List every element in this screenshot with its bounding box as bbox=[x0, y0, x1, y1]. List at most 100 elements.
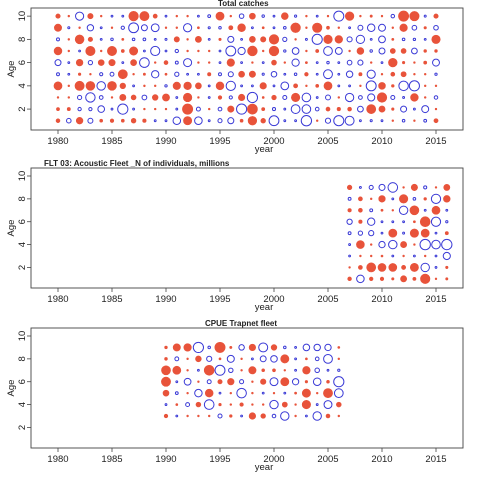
bubble-negative bbox=[423, 197, 427, 201]
bubble-negative bbox=[261, 368, 265, 373]
bubble-positive bbox=[344, 115, 355, 126]
bubble-negative bbox=[110, 96, 114, 99]
bubble-positive bbox=[390, 94, 396, 100]
plot-frame bbox=[30, 7, 464, 131]
bubble-positive bbox=[226, 354, 235, 363]
x-tick-label: 2000 bbox=[263, 136, 284, 147]
bubble-negative bbox=[67, 84, 71, 88]
bubble-negative bbox=[251, 391, 254, 395]
bubble-positive bbox=[207, 14, 212, 19]
x-axis-label: year bbox=[255, 462, 273, 473]
bubble-positive bbox=[423, 208, 427, 212]
bubble-positive bbox=[261, 391, 265, 395]
bubble-negative bbox=[78, 72, 82, 76]
bubble-negative bbox=[291, 92, 301, 103]
bubble-positive bbox=[185, 402, 191, 408]
bubble-negative bbox=[304, 72, 309, 77]
bubble-negative bbox=[326, 25, 330, 30]
bubble-negative bbox=[389, 48, 396, 54]
bubble-positive bbox=[355, 34, 366, 45]
bubble-negative bbox=[251, 61, 254, 64]
bubble-negative bbox=[420, 273, 431, 284]
bubble-negative bbox=[239, 118, 244, 123]
bubble-negative bbox=[423, 49, 427, 53]
bubble-positive bbox=[387, 182, 399, 193]
bubble-positive bbox=[283, 345, 287, 350]
bubble-positive bbox=[412, 197, 417, 201]
bubble-negative bbox=[218, 37, 222, 41]
bubble-positive bbox=[172, 116, 182, 125]
bubble-positive bbox=[99, 72, 104, 77]
bubble-negative bbox=[229, 391, 233, 395]
bubble-positive bbox=[380, 61, 384, 65]
bubble-negative bbox=[119, 94, 127, 101]
bubble-negative bbox=[443, 195, 451, 203]
bubble-negative bbox=[139, 11, 150, 22]
bubble-positive bbox=[324, 117, 332, 124]
bubble-negative bbox=[434, 186, 438, 189]
bubble-negative bbox=[294, 391, 297, 395]
bubble-negative bbox=[152, 13, 158, 19]
bubble-positive bbox=[206, 379, 212, 385]
bubble-negative bbox=[215, 11, 225, 21]
bubble-negative bbox=[305, 26, 308, 29]
bubble-negative bbox=[208, 107, 211, 111]
bubble-positive bbox=[121, 14, 125, 18]
bubble-negative bbox=[366, 262, 377, 273]
x-tick-label: 2015 bbox=[425, 294, 446, 305]
bubble-negative bbox=[208, 414, 211, 418]
bubble-negative bbox=[214, 341, 226, 353]
bubble-negative bbox=[391, 107, 395, 111]
bubble-positive bbox=[164, 119, 168, 123]
bubble-negative bbox=[142, 72, 146, 76]
bubble-positive bbox=[109, 71, 115, 77]
bubble-negative bbox=[312, 22, 323, 33]
bubble-positive bbox=[431, 239, 441, 250]
bubble-positive bbox=[434, 254, 438, 258]
bubble-negative bbox=[336, 401, 342, 408]
bubble-positive bbox=[420, 262, 430, 273]
bubble-negative bbox=[229, 345, 233, 349]
bubble-negative bbox=[172, 343, 181, 352]
bubble-negative bbox=[240, 369, 243, 372]
bubble-negative bbox=[260, 378, 267, 385]
bubble-negative bbox=[388, 263, 398, 272]
bubble-negative bbox=[424, 73, 427, 76]
bubble-positive bbox=[419, 238, 431, 251]
bubble-negative bbox=[433, 118, 439, 124]
bubble-positive bbox=[413, 254, 416, 258]
bubble-negative bbox=[217, 95, 223, 100]
bubble-negative bbox=[262, 49, 265, 53]
bubble-negative bbox=[186, 369, 189, 372]
bubble-positive bbox=[347, 196, 352, 201]
y-tick-label: 10 bbox=[17, 11, 28, 22]
bubble-positive bbox=[378, 183, 386, 191]
bubble-positive bbox=[164, 14, 168, 18]
bubble-negative bbox=[378, 82, 386, 90]
bubble-positive bbox=[87, 117, 94, 124]
bubble-positive bbox=[333, 376, 345, 388]
bubble-negative bbox=[143, 84, 146, 88]
bubble-positive bbox=[150, 23, 160, 33]
bubble-negative bbox=[281, 401, 288, 408]
bubble-negative bbox=[109, 118, 115, 123]
bubble-negative bbox=[173, 36, 180, 43]
bubble-positive bbox=[66, 117, 72, 124]
bubble-positive bbox=[183, 23, 193, 33]
bubble-positive bbox=[369, 119, 373, 123]
bubble-negative bbox=[388, 57, 398, 68]
bubble-positive bbox=[197, 14, 200, 18]
bubble-negative bbox=[369, 14, 373, 18]
bubble-positive bbox=[441, 238, 453, 251]
bubble-negative bbox=[410, 183, 418, 191]
bubble-negative bbox=[99, 14, 103, 18]
bubble-positive bbox=[87, 59, 94, 66]
bubble-positive bbox=[214, 364, 226, 376]
bubble-negative bbox=[183, 81, 192, 90]
bubble-negative bbox=[110, 26, 114, 29]
bubble-negative bbox=[203, 364, 215, 376]
bubble-positive bbox=[164, 37, 168, 41]
bubble-negative bbox=[248, 412, 257, 420]
bubble-positive bbox=[283, 391, 287, 395]
bubble-positive bbox=[312, 411, 322, 421]
